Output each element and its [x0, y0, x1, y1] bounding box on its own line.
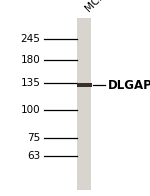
Text: 75: 75 — [27, 133, 40, 143]
Text: 63: 63 — [27, 151, 40, 161]
Text: 135: 135 — [21, 78, 40, 88]
Text: 100: 100 — [21, 105, 40, 115]
Text: 245: 245 — [21, 34, 40, 44]
Text: DLGAP2: DLGAP2 — [108, 79, 150, 92]
Text: MCF-7: MCF-7 — [83, 0, 113, 14]
Bar — [77, 18, 91, 190]
Text: 180: 180 — [21, 55, 40, 65]
Bar — [77, 83, 92, 87]
